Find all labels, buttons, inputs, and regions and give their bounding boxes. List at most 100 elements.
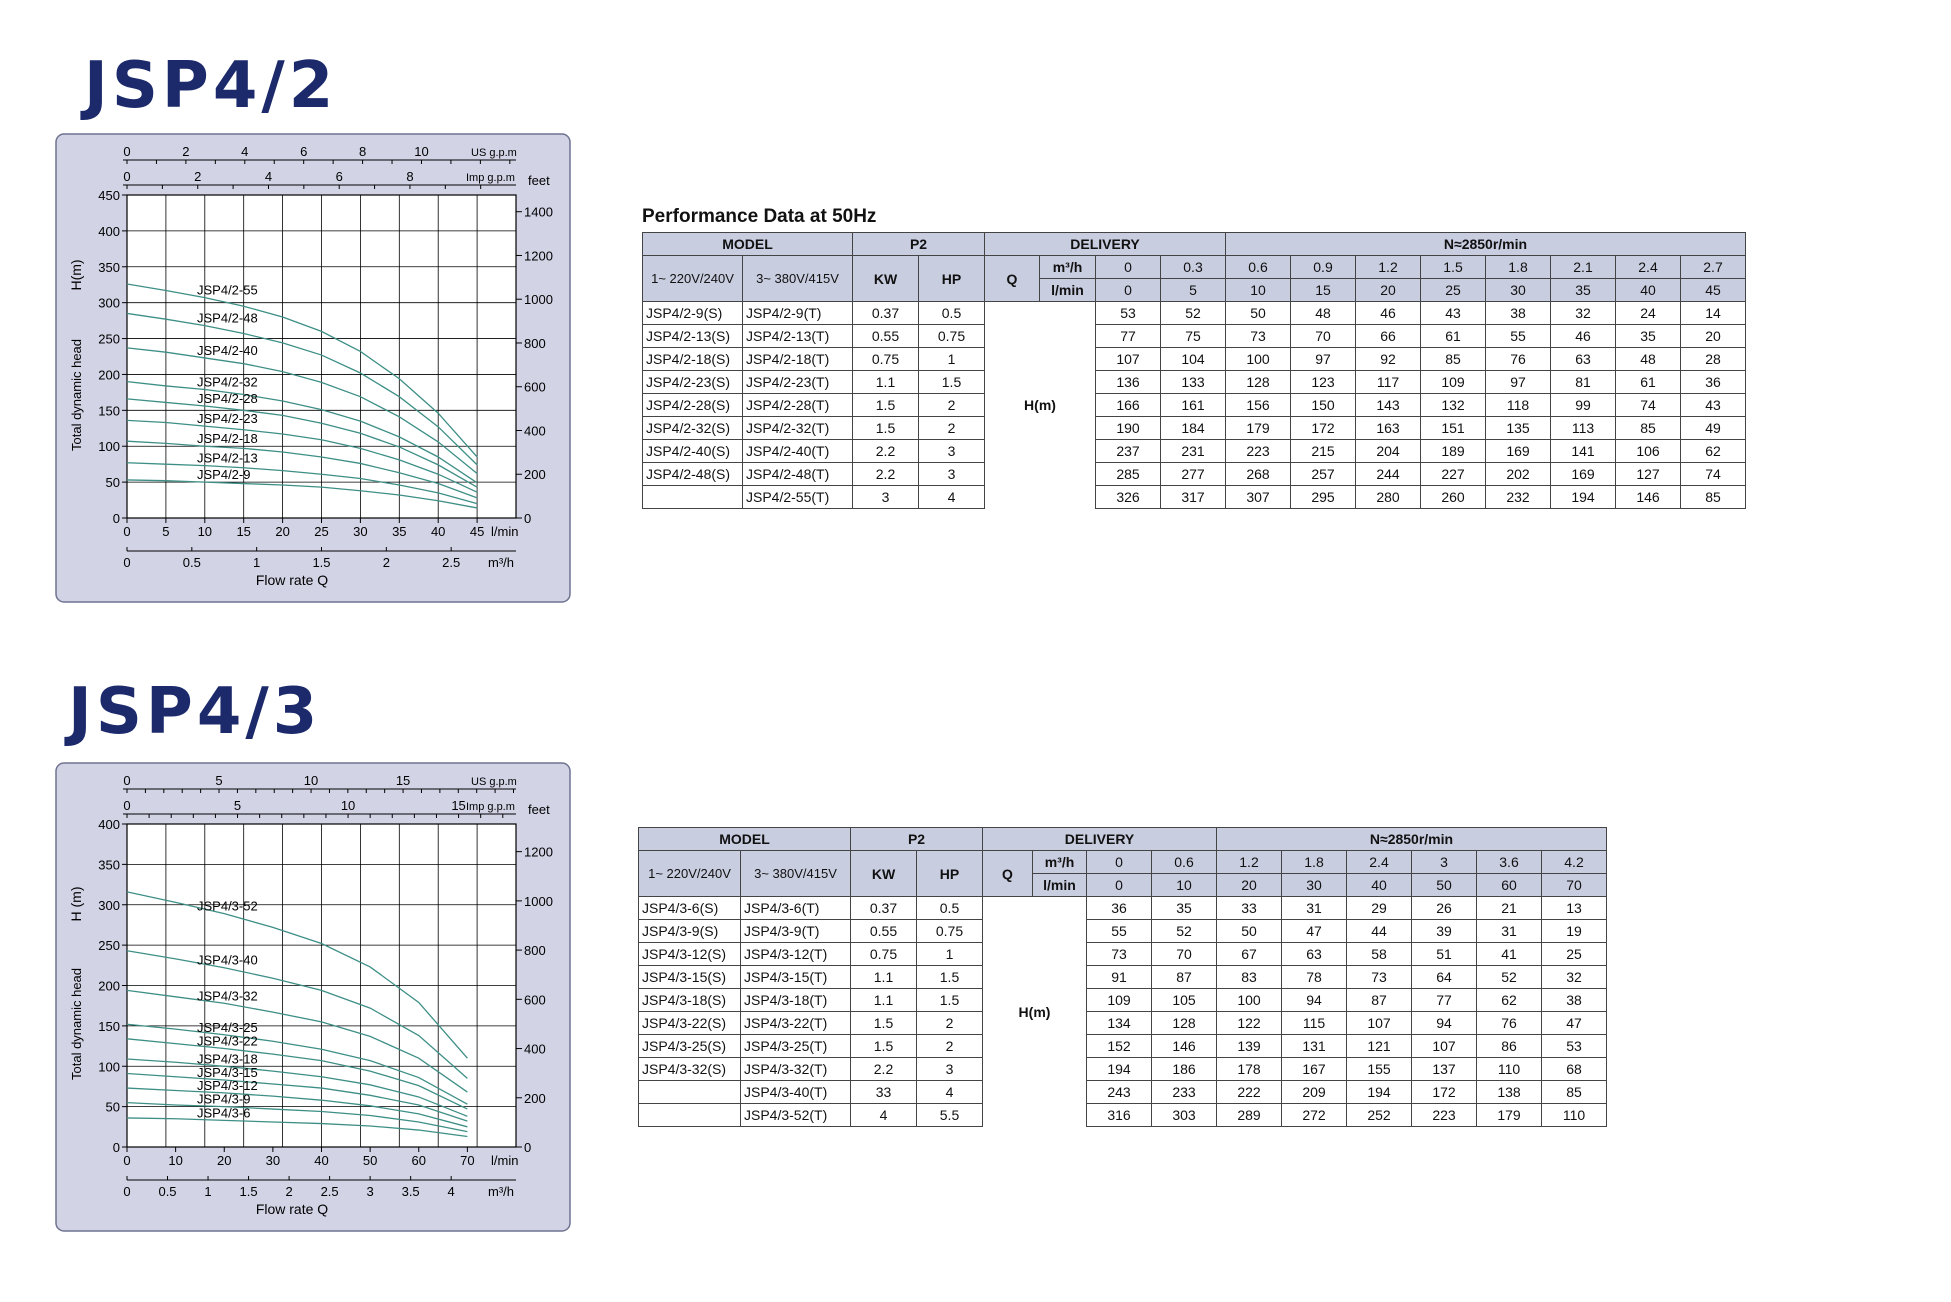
x2-tick-label: 4 xyxy=(448,1184,455,1199)
model-single-phase: JSP4/3-15(S) xyxy=(638,965,741,989)
flow-lmin-cell: 0 xyxy=(1095,278,1161,302)
head-value: 143 xyxy=(1355,393,1421,417)
series-label: JSP4/3-40 xyxy=(197,953,258,968)
head-value: 48 xyxy=(1290,301,1356,325)
power-hp: 1 xyxy=(916,942,983,966)
series-label: JSP4/3-18 xyxy=(197,1051,258,1066)
head-value: 215 xyxy=(1290,439,1356,463)
head-value: 85 xyxy=(1541,1080,1607,1104)
p2-header: P2 xyxy=(852,232,985,256)
delivery-header: DELIVERY xyxy=(982,827,1217,851)
top1-tick-label: 2 xyxy=(182,144,189,159)
power-hp: 0.75 xyxy=(916,919,983,943)
head-value: 128 xyxy=(1225,370,1291,394)
lmin-unit-header: l/min xyxy=(1039,278,1096,302)
top1-tick-label: 5 xyxy=(215,773,222,788)
head-value: 77 xyxy=(1411,988,1477,1012)
x-tick-label: 70 xyxy=(460,1153,474,1168)
head-value: 81 xyxy=(1550,370,1616,394)
power-hp: 2 xyxy=(916,1034,983,1058)
speed-header: N≈2850r/min xyxy=(1216,827,1607,851)
flow-lmin-cell: 45 xyxy=(1680,278,1746,302)
right-tick-label: 1000 xyxy=(524,894,553,909)
flow-lmin-cell: 50 xyxy=(1411,873,1477,897)
top2-tick-label: 8 xyxy=(406,169,413,184)
series-curve xyxy=(126,419,478,493)
head-value: 99 xyxy=(1550,393,1616,417)
head-value: 295 xyxy=(1290,485,1356,509)
flow-lmin-cell: 35 xyxy=(1550,278,1616,302)
head-value: 53 xyxy=(1541,1034,1607,1058)
head-value: 285 xyxy=(1095,462,1161,486)
flow-lmin-cell: 30 xyxy=(1485,278,1551,302)
head-value: 14 xyxy=(1680,301,1746,325)
right-tick-label: 600 xyxy=(524,380,546,395)
right-tick-label: 200 xyxy=(524,1091,546,1106)
head-value: 75 xyxy=(1160,324,1226,348)
x-tick-label: 25 xyxy=(314,524,328,539)
head-value: 74 xyxy=(1615,393,1681,417)
single-phase-header: 1~ 220V/240V xyxy=(638,850,741,897)
head-value: 109 xyxy=(1420,370,1486,394)
head-value: 156 xyxy=(1225,393,1291,417)
head-value: 50 xyxy=(1216,919,1282,943)
x-tick-label: 15 xyxy=(236,524,250,539)
head-value: 19 xyxy=(1541,919,1607,943)
head-value: 110 xyxy=(1476,1057,1542,1081)
head-value: 73 xyxy=(1346,965,1412,989)
head-value: 97 xyxy=(1290,347,1356,371)
top1-tick-label: 15 xyxy=(396,773,410,788)
head-value: 52 xyxy=(1160,301,1226,325)
head-value: 31 xyxy=(1281,896,1347,920)
series-label: JSP4/2-23 xyxy=(197,411,258,426)
x2-tick-label: 3 xyxy=(367,1184,374,1199)
y-tick-label: 200 xyxy=(98,367,120,382)
y-tick-label: 200 xyxy=(98,979,120,994)
head-value: 150 xyxy=(1290,393,1356,417)
x2-axis-unit: m³/h xyxy=(488,555,514,570)
head-value: 184 xyxy=(1160,416,1226,440)
model-single-phase xyxy=(638,1103,741,1127)
top2-tick-label: 5 xyxy=(234,798,241,813)
head-value: 78 xyxy=(1281,965,1347,989)
series-label: JSP4/2-55 xyxy=(197,283,258,298)
head-value: 32 xyxy=(1541,965,1607,989)
model-three-phase: JSP4/3-40(T) xyxy=(740,1080,851,1104)
head-value: 46 xyxy=(1355,301,1421,325)
head-label: H(m) xyxy=(984,301,1096,509)
x-tick-label: 35 xyxy=(392,524,406,539)
flow-m3h-cell: 4.2 xyxy=(1541,850,1607,874)
top1-tick-label: 0 xyxy=(123,144,130,159)
table-row: JSP4/3-18(S) JSP4/3-18(T) 1.1 1.5 109 105 100 9… xyxy=(638,988,1607,1012)
y-tick-label: 0 xyxy=(113,511,120,526)
right-tick-label: 0 xyxy=(524,1140,531,1155)
flow-lmin-cell: 60 xyxy=(1476,873,1542,897)
model-single-phase: JSP4/2-32(S) xyxy=(642,416,743,440)
right-tick-label: 800 xyxy=(524,943,546,958)
pump-curve-chart-jsp4-2: 0501001502002503003504004500200400600800… xyxy=(55,133,571,603)
top1-axis-unit: US g.p.m xyxy=(471,147,517,159)
power-kw: 1.5 xyxy=(852,393,919,417)
power-kw: 0.75 xyxy=(850,942,917,966)
head-value: 91 xyxy=(1086,965,1152,989)
model-single-phase xyxy=(642,485,743,509)
model-single-phase: JSP4/3-9(S) xyxy=(638,919,741,943)
right-axis-unit: feet xyxy=(528,802,550,817)
head-value: 260 xyxy=(1420,485,1486,509)
x2-tick-label: 2.5 xyxy=(321,1184,339,1199)
head-value: 53 xyxy=(1095,301,1161,325)
head-value: 139 xyxy=(1216,1034,1282,1058)
x-tick-label: 20 xyxy=(275,524,289,539)
head-label: H(m) xyxy=(982,896,1087,1127)
series-curve xyxy=(126,1038,468,1110)
top2-tick-label: 2 xyxy=(194,169,201,184)
three-phase-header: 3~ 380V/415V xyxy=(740,850,851,897)
model-single-phase: JSP4/2-13(S) xyxy=(642,324,743,348)
power-hp: 2 xyxy=(918,416,985,440)
head-value: 137 xyxy=(1411,1057,1477,1081)
model-three-phase: JSP4/3-12(T) xyxy=(740,942,851,966)
head-value: 179 xyxy=(1225,416,1291,440)
y-tick-label: 150 xyxy=(98,1019,120,1034)
head-value: 41 xyxy=(1476,942,1542,966)
power-kw: 2.2 xyxy=(852,462,919,486)
